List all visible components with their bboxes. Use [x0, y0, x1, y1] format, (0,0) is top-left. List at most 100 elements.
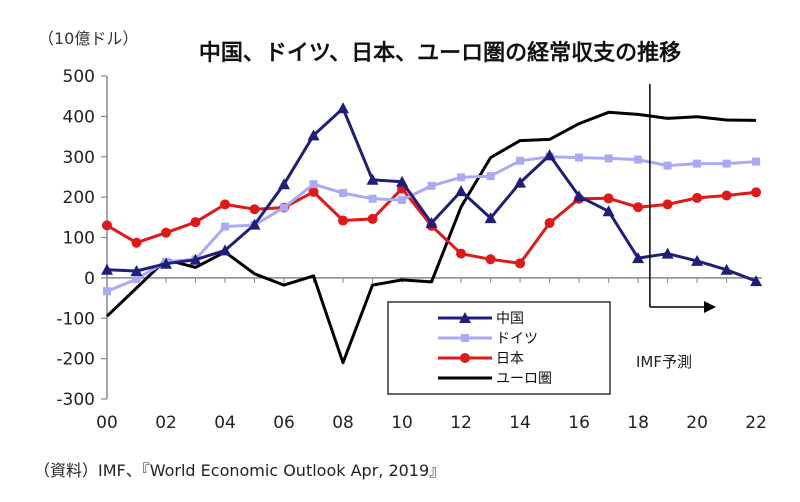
- data-point: [161, 227, 172, 238]
- data-point: [190, 217, 201, 228]
- data-point: [575, 153, 584, 162]
- legend-label: 日本: [496, 351, 524, 367]
- data-point: [486, 172, 495, 181]
- data-point: [219, 244, 232, 256]
- data-point: [307, 129, 320, 141]
- y-tick-label: 0: [84, 269, 95, 289]
- y-tick-label: 400: [63, 107, 95, 127]
- data-point: [721, 190, 732, 201]
- data-point: [280, 203, 289, 212]
- legend-swatch-marker: [461, 334, 469, 342]
- data-point: [722, 159, 731, 168]
- forecast-label: IMF予測: [636, 353, 692, 371]
- data-point: [751, 187, 762, 198]
- legend-label: ユーロ圏: [496, 371, 552, 387]
- forecast-arrow-head: [704, 301, 716, 313]
- x-tick-label: 08: [332, 413, 354, 433]
- y-tick-label: -100: [56, 309, 95, 329]
- data-point: [102, 220, 112, 231]
- forecast-marker: IMF予測: [636, 84, 716, 371]
- x-tick-label: 02: [155, 413, 177, 433]
- data-point: [692, 192, 703, 203]
- x-tick-label: 04: [214, 413, 236, 433]
- data-point: [661, 247, 674, 259]
- series-layer: [101, 102, 763, 365]
- data-point: [338, 215, 349, 226]
- x-tick-label: 18: [627, 413, 649, 433]
- data-point: [632, 252, 645, 264]
- legend-swatch-marker: [460, 353, 470, 363]
- data-point: [693, 159, 702, 168]
- legend-box: [387, 301, 611, 395]
- data-point: [368, 194, 377, 203]
- y-tick-label: 100: [63, 229, 95, 249]
- data-point: [132, 275, 141, 284]
- data-point: [663, 161, 672, 170]
- legend-swatch-marker: [459, 312, 471, 323]
- data-point: [398, 195, 407, 204]
- chart-title: 中国、ドイツ、日本、ユーロ圏の経常収支の推移: [199, 40, 681, 66]
- data-point: [160, 257, 173, 269]
- data-point: [455, 185, 468, 197]
- source-note: （資料）IMF、『World Economic Outlook Apr, 201…: [34, 461, 445, 480]
- data-point: [604, 154, 613, 163]
- data-point: [750, 275, 763, 287]
- data-point: [543, 149, 556, 161]
- x-tick-label: 06: [273, 413, 295, 433]
- data-point: [189, 253, 202, 265]
- data-point: [278, 178, 291, 190]
- data-point: [309, 180, 318, 189]
- y-axis-unit-label: （10億ドル）: [38, 29, 138, 48]
- legend-label: 中国: [496, 311, 524, 327]
- data-point: [484, 212, 497, 224]
- data-point: [425, 216, 438, 228]
- legend-label: ドイツ: [496, 331, 538, 347]
- data-point: [457, 173, 466, 182]
- data-point: [516, 156, 525, 165]
- data-point: [456, 248, 467, 259]
- x-tick-label: 00: [96, 413, 118, 433]
- data-point: [752, 157, 761, 166]
- x-tick-label: 16: [568, 413, 590, 433]
- data-point: [101, 263, 113, 275]
- data-point: [602, 205, 615, 217]
- data-point: [544, 217, 555, 228]
- data-point: [308, 186, 319, 197]
- data-point: [633, 202, 644, 213]
- data-point: [339, 189, 348, 198]
- y-tick-label: 500: [63, 67, 95, 87]
- x-tick-label: 14: [509, 413, 531, 433]
- data-point: [427, 181, 436, 190]
- data-point: [720, 263, 733, 275]
- y-tick-label: 300: [63, 148, 95, 168]
- y-tick-label: -300: [56, 390, 95, 410]
- data-point: [691, 254, 704, 266]
- x-tick-label: 22: [745, 413, 767, 433]
- data-point: [220, 199, 231, 210]
- series-line: [105, 110, 757, 365]
- data-point: [337, 102, 350, 114]
- y-tick-label: 200: [63, 188, 95, 208]
- data-point: [634, 155, 643, 164]
- data-point: [662, 199, 673, 210]
- data-point: [603, 193, 614, 204]
- data-point: [514, 176, 527, 188]
- legend-item: 中国: [438, 311, 524, 327]
- series-line: [106, 106, 757, 283]
- data-point: [396, 175, 409, 187]
- data-point: [131, 237, 142, 248]
- data-point: [366, 173, 379, 185]
- data-point: [573, 190, 586, 202]
- data-point: [515, 258, 526, 269]
- x-tick-label: 12: [450, 413, 472, 433]
- x-tick-label: 20: [686, 413, 708, 433]
- legend-item: ユーロ圏: [438, 371, 552, 387]
- data-point: [249, 204, 260, 215]
- data-point: [367, 213, 378, 224]
- data-point: [130, 265, 143, 277]
- series-3: [105, 110, 757, 365]
- series-0: [101, 102, 763, 287]
- data-point: [221, 222, 230, 231]
